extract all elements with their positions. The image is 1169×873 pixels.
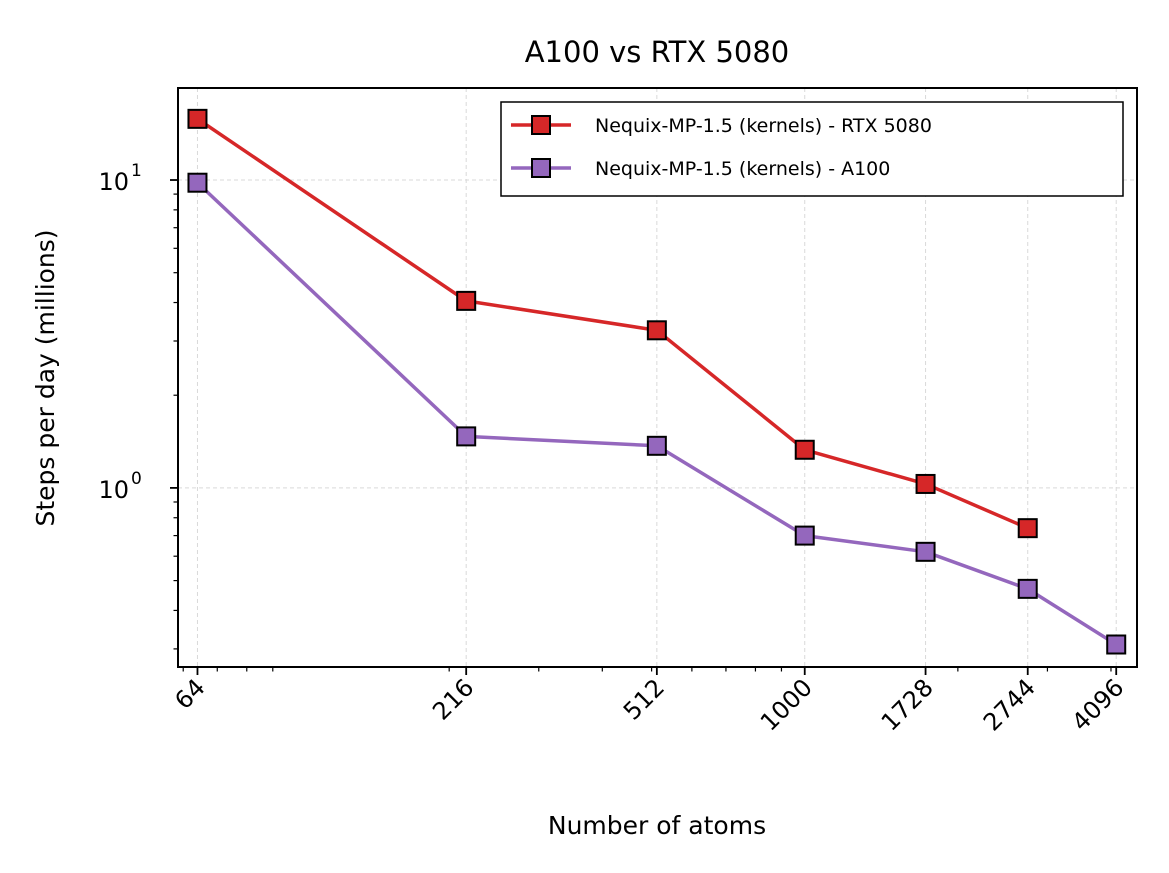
legend-label-rtx5080: Nequix-MP-1.5 (kernels) - RTX 5080 (595, 115, 932, 137)
x-tick-label: 64 (169, 673, 210, 714)
data-point (1017, 518, 1038, 539)
y-tick-exponent: 0 (131, 469, 142, 489)
x-tick-label: 216 (427, 673, 479, 725)
chart-title: A100 vs RTX 5080 (525, 35, 790, 69)
legend-label-a100: Nequix-MP-1.5 (kernels) - A100 (595, 158, 890, 180)
y-tick-exponent: 1 (131, 161, 142, 181)
y-tick-label: 10 (98, 476, 129, 504)
y-tick-label: 10 (98, 168, 129, 196)
data-point (794, 439, 815, 460)
data-point (456, 290, 477, 311)
data-point (187, 108, 208, 129)
x-tick-label: 1728 (876, 673, 939, 736)
legend: Nequix-MP-1.5 (kernels) - RTX 5080 Nequi… (500, 101, 1124, 197)
data-point (646, 435, 667, 456)
data-point (915, 473, 936, 494)
data-point (187, 172, 208, 193)
x-tick-label: 512 (618, 673, 670, 725)
data-point (456, 426, 477, 447)
data-point (1106, 634, 1127, 655)
data-point (794, 525, 815, 546)
series-line (196, 117, 1029, 530)
x-tick-label: 2744 (978, 673, 1041, 736)
x-tick-label: 1000 (755, 673, 818, 736)
x-axis-label: Number of atoms (548, 811, 766, 840)
legend-marker-a100 (531, 158, 551, 178)
data-point (915, 541, 936, 562)
legend-marker-rtx5080 (531, 115, 551, 135)
x-tick-label: 4096 (1066, 673, 1129, 736)
legend-frame (500, 101, 1124, 197)
x-axis-ticks: 64 216 512 1000 1728 2744 4096 (169, 667, 1129, 736)
data-point (646, 320, 667, 341)
y-axis-label: Steps per day (millions) (31, 229, 60, 526)
data-point (1017, 578, 1038, 599)
series-layer (187, 108, 1127, 655)
